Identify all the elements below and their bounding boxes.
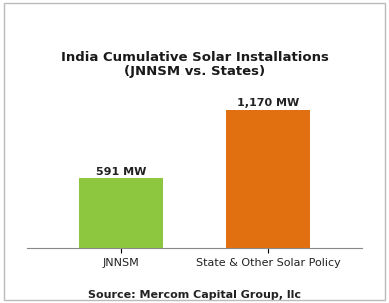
- Bar: [226, 110, 310, 248]
- Text: India Cumulative Solar Installations: India Cumulative Solar Installations: [61, 51, 328, 64]
- Text: 1,170 MW: 1,170 MW: [237, 98, 299, 108]
- Text: 591 MW: 591 MW: [96, 167, 146, 177]
- Text: (JNNSM vs. States): (JNNSM vs. States): [124, 65, 265, 78]
- Bar: [79, 178, 163, 248]
- Text: Source: Mercom Capital Group, llc: Source: Mercom Capital Group, llc: [88, 290, 301, 300]
